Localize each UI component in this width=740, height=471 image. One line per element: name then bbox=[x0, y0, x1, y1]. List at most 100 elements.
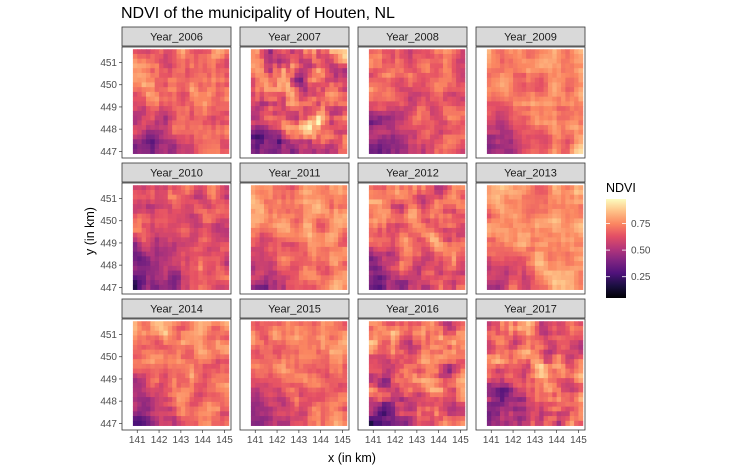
ndvi-cell bbox=[277, 349, 282, 355]
ndvi-cell bbox=[167, 125, 173, 131]
facet-strip bbox=[475, 162, 586, 183]
ndvi-cell bbox=[277, 387, 282, 393]
ndvi-cell bbox=[150, 63, 156, 69]
ndvi-cell bbox=[543, 256, 549, 262]
ndvi-cell bbox=[137, 261, 143, 267]
ndvi-cell bbox=[386, 208, 392, 215]
ndvi-cell bbox=[141, 330, 147, 336]
ndvi-cell bbox=[443, 189, 448, 196]
ndvi-cell bbox=[403, 227, 409, 234]
ndvi-cell bbox=[390, 96, 396, 102]
ndvi-cell bbox=[451, 53, 457, 60]
ndvi-cell bbox=[504, 63, 510, 69]
ndvi-cell bbox=[543, 232, 549, 238]
ndvi-cell bbox=[421, 284, 426, 290]
ndvi-cell bbox=[316, 125, 322, 131]
ndvi-cell bbox=[172, 261, 177, 267]
ndvi-cell bbox=[569, 251, 575, 257]
ndvi-cell bbox=[395, 261, 400, 267]
facet-panel: Year_2006 bbox=[121, 26, 232, 159]
ndvi-cell bbox=[521, 49, 527, 55]
ndvi-cell bbox=[342, 106, 348, 112]
ndvi-cell bbox=[565, 96, 571, 102]
ndvi-cell bbox=[377, 144, 383, 150]
ndvi-cell bbox=[268, 261, 274, 267]
ndvi-cell bbox=[268, 284, 274, 290]
ndvi-cell bbox=[290, 204, 295, 210]
ndvi-cell bbox=[285, 194, 291, 200]
ndvi-cell bbox=[569, 49, 575, 55]
ndvi-cell bbox=[429, 53, 435, 60]
ndvi-cell bbox=[207, 223, 212, 229]
ndvi-cell bbox=[272, 270, 278, 276]
ndvi-cell bbox=[250, 223, 256, 229]
ndvi-cell bbox=[552, 242, 558, 248]
ndvi-cell bbox=[132, 265, 138, 271]
ndvi-cell bbox=[438, 106, 444, 112]
ndvi-cell bbox=[443, 110, 448, 117]
ndvi-cell bbox=[202, 368, 208, 374]
ndvi-cell bbox=[530, 261, 536, 267]
ndvi-cell bbox=[298, 213, 304, 219]
ndvi-cell bbox=[281, 373, 287, 379]
ndvi-cell bbox=[342, 72, 348, 79]
ndvi-cell bbox=[408, 129, 413, 135]
ndvi-cell bbox=[552, 237, 558, 243]
ndvi-cell bbox=[434, 189, 440, 196]
ndvi-cell bbox=[193, 344, 199, 351]
ndvi-cell bbox=[425, 232, 431, 238]
ndvi-cell bbox=[508, 265, 514, 271]
ndvi-cell bbox=[526, 256, 531, 262]
ndvi-cell bbox=[386, 261, 392, 267]
ndvi-cell bbox=[377, 139, 383, 145]
ndvi-cell bbox=[154, 120, 160, 126]
ndvi-cell bbox=[539, 204, 544, 210]
ndvi-cell bbox=[421, 340, 426, 346]
ndvi-cell bbox=[429, 330, 435, 336]
ndvi-cell bbox=[460, 330, 466, 336]
ndvi-cell bbox=[176, 411, 182, 417]
ndvi-cell bbox=[167, 58, 173, 64]
ndvi-cell bbox=[202, 242, 208, 248]
ndvi-cell bbox=[342, 53, 348, 60]
ndvi-cell bbox=[434, 227, 440, 234]
ndvi-cell bbox=[281, 185, 287, 191]
ndvi-cell bbox=[272, 411, 278, 417]
ndvi-cell bbox=[552, 139, 558, 145]
ndvi-cell bbox=[290, 368, 295, 374]
ndvi-cell bbox=[277, 110, 282, 117]
ndvi-cell bbox=[163, 261, 169, 267]
ndvi-cell bbox=[539, 87, 544, 93]
ndvi-cell bbox=[263, 237, 269, 243]
ndvi-cell bbox=[132, 223, 138, 229]
ndvi-cell bbox=[141, 354, 147, 360]
ndvi-cell bbox=[316, 275, 322, 281]
ndvi-cell bbox=[307, 87, 313, 93]
ndvi-cell bbox=[176, 387, 182, 393]
ndvi-cell bbox=[281, 344, 287, 351]
ndvi-cell bbox=[189, 387, 195, 393]
ndvi-cell bbox=[543, 194, 549, 200]
ndvi-cell bbox=[176, 420, 182, 426]
ndvi-cell bbox=[504, 101, 510, 107]
ndvi-cell bbox=[207, 251, 212, 257]
facet-strip bbox=[121, 26, 232, 47]
ndvi-cell bbox=[303, 194, 308, 200]
ndvi-cell bbox=[329, 101, 335, 107]
ndvi-cell bbox=[517, 120, 523, 126]
ndvi-cell bbox=[137, 411, 143, 417]
ndvi-cell bbox=[176, 349, 182, 355]
ndvi-cell bbox=[342, 321, 348, 327]
ndvi-cell bbox=[412, 49, 418, 55]
ndvi-cell bbox=[263, 139, 269, 145]
ndvi-cell bbox=[281, 382, 287, 389]
ndvi-cell bbox=[390, 325, 396, 332]
ndvi-cell bbox=[539, 53, 544, 60]
ndvi-cell bbox=[342, 87, 348, 93]
ndvi-cell bbox=[386, 325, 392, 332]
ndvi-cell bbox=[163, 144, 169, 150]
ndvi-cell bbox=[421, 185, 426, 191]
ndvi-cell bbox=[578, 53, 584, 60]
ndvi-cell bbox=[395, 189, 400, 196]
ndvi-cell bbox=[211, 242, 217, 248]
